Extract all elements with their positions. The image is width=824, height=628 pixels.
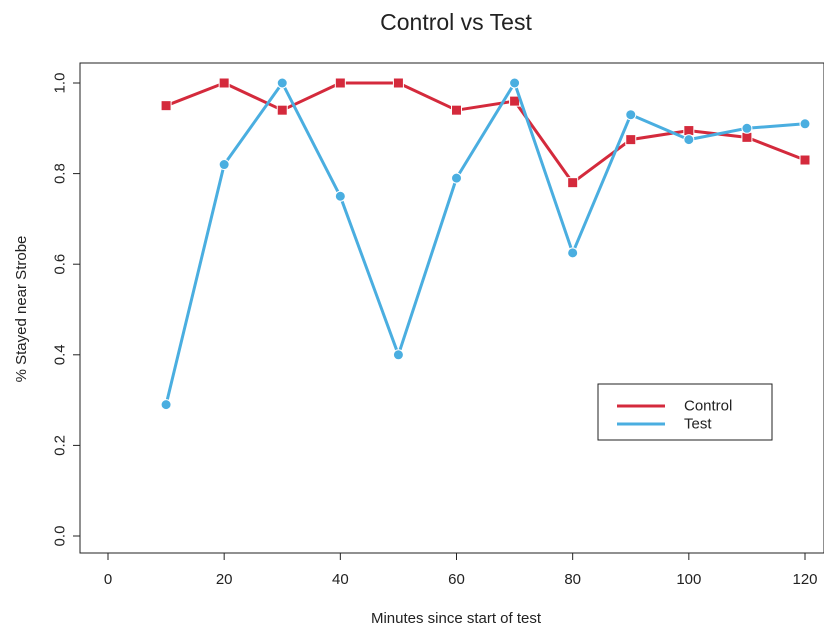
y-tick-label: 0.6 — [52, 254, 69, 275]
legend-label-control: Control — [684, 398, 732, 415]
control-data-point — [625, 134, 637, 146]
test-series — [160, 77, 811, 411]
x-tick-label: 60 — [448, 571, 465, 588]
y-tick-label: 0.2 — [52, 435, 69, 456]
chart-title: Control vs Test — [380, 9, 532, 35]
y-axis-ticks: 0.0 0.2 0.4 0.6 0.8 1.0 — [52, 73, 80, 547]
x-tick-label: 0 — [104, 571, 112, 588]
control-data-point — [741, 131, 753, 143]
test-data-point — [799, 118, 811, 130]
x-tick-label: 120 — [792, 571, 817, 588]
control-series — [160, 77, 811, 189]
control-data-point — [567, 177, 579, 189]
test-data-point — [567, 247, 579, 259]
test-series-line — [164, 81, 806, 405]
x-axis-label: Minutes since start of test — [371, 610, 542, 627]
control-series-line — [165, 81, 806, 185]
x-tick-label: 40 — [332, 571, 349, 588]
legend-label-test: Test — [684, 416, 712, 433]
series-layer — [160, 77, 811, 411]
y-tick-label: 0.4 — [52, 344, 69, 365]
control-data-point — [276, 104, 288, 116]
x-tick-label: 80 — [564, 571, 581, 588]
test-data-point — [218, 159, 230, 171]
control-data-point — [334, 77, 346, 89]
control-data-point — [218, 77, 230, 89]
control-data-point — [683, 125, 695, 137]
y-axis-label: % Stayed near Strobe — [13, 236, 30, 383]
control-data-point — [160, 100, 172, 112]
test-data-point — [741, 122, 753, 134]
test-data-point — [509, 77, 521, 89]
test-data-point — [625, 109, 637, 121]
test-data-point — [160, 399, 172, 411]
y-tick-label: 1.0 — [52, 73, 69, 94]
control-data-point — [392, 77, 404, 89]
x-tick-label: 100 — [676, 571, 701, 588]
test-data-point — [392, 349, 404, 361]
test-data-point — [334, 190, 346, 202]
test-data-point — [683, 134, 695, 146]
test-data-point — [451, 172, 462, 184]
x-axis-ticks: 0 20 40 60 80 100 120 — [104, 553, 818, 588]
x-tick-label: 20 — [216, 571, 233, 588]
control-data-point — [451, 104, 462, 116]
legend-box — [597, 383, 773, 441]
control-data-point — [799, 154, 811, 166]
y-tick-label: 0.0 — [52, 526, 69, 547]
y-tick-label: 0.8 — [52, 163, 69, 184]
test-data-point — [276, 77, 288, 89]
